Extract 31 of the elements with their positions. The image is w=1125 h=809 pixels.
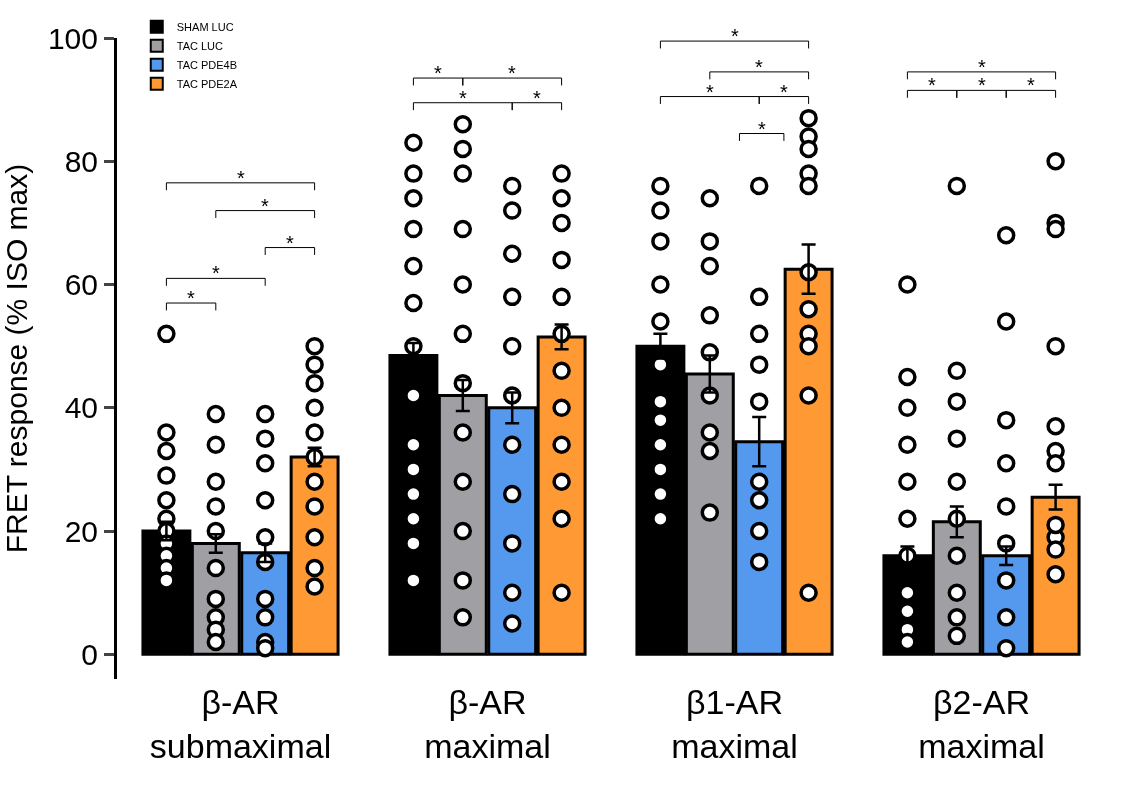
y-tick-label: 40 xyxy=(64,391,98,425)
annotation: * xyxy=(261,195,269,217)
legend-label: TAC PDE4B xyxy=(176,59,238,72)
annotation: * xyxy=(928,74,936,96)
annotation: * xyxy=(731,25,739,47)
legend-label: TAC LUC xyxy=(176,40,224,53)
annotation: * xyxy=(212,262,220,284)
legend-label: TAC PDE2A xyxy=(176,78,238,91)
legend-label: SHAM LUC xyxy=(176,21,234,34)
annotation: * xyxy=(533,87,541,109)
x-tick-label: β-AR submaximal xyxy=(149,683,332,766)
annotation: * xyxy=(187,287,195,309)
annotation: * xyxy=(434,62,442,84)
annotation: * xyxy=(755,56,763,78)
annotation: * xyxy=(508,62,516,84)
annotation: * xyxy=(286,232,294,254)
x-tick-label: β1-AR maximal xyxy=(671,683,798,766)
annotation: * xyxy=(459,87,467,109)
x-tick-label: β2-AR maximal xyxy=(918,683,1045,766)
x-tick-label: β-AR maximal xyxy=(424,683,551,766)
y-tick-label: 100 xyxy=(47,21,98,55)
y-tick-label: 0 xyxy=(81,637,98,671)
y-tick-label: 20 xyxy=(64,514,98,548)
y-axis-title: FRET response (% ISO max) xyxy=(0,163,33,554)
annotation: * xyxy=(706,81,714,103)
annotation: * xyxy=(758,118,766,140)
annotation: * xyxy=(780,81,788,103)
y-tick-label: 80 xyxy=(64,144,98,178)
annotation: * xyxy=(1027,74,1035,96)
annotation: * xyxy=(237,167,245,189)
y-tick-label: 60 xyxy=(64,268,98,302)
